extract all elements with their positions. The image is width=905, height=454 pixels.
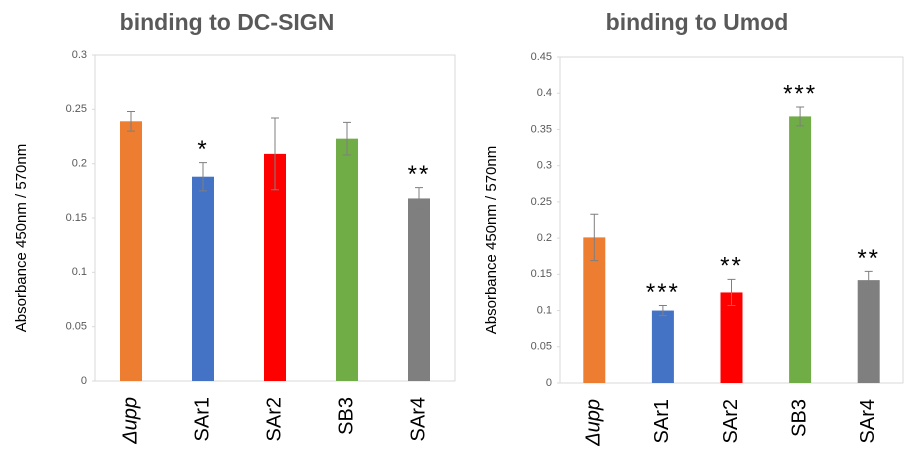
bar: [789, 116, 812, 383]
significance-label: **: [857, 245, 880, 272]
error-bar: [864, 270, 873, 290]
y-tick-label: 0.1: [537, 304, 552, 316]
error-bar: [343, 121, 351, 156]
y-tick-label: 0.15: [531, 268, 552, 280]
bar: [651, 310, 674, 383]
x-tick-label: Δupp: [119, 397, 141, 445]
y-tick-label: 0.4: [537, 87, 552, 99]
error-bar: [415, 187, 423, 210]
y-tick-label: 0.15: [66, 212, 87, 224]
bar: [120, 121, 142, 381]
y-tick-label: 0.45: [531, 51, 552, 63]
significance-label: *: [197, 136, 208, 163]
bar: [857, 280, 880, 383]
x-tick-label: SAr4: [407, 397, 429, 441]
y-tick-label: 0.2: [72, 158, 87, 170]
significance-label: **: [408, 161, 431, 188]
x-tick-label: SAr1: [191, 397, 213, 441]
bar: [408, 198, 430, 381]
bar: [720, 292, 743, 383]
x-tick-label: SAr4: [857, 399, 879, 443]
chart-title: binding to DC-SIGN: [120, 9, 335, 35]
error-bar: [271, 117, 279, 191]
y-axis-label: Absorbance 450nm / 570nm: [483, 146, 500, 334]
x-tick-label: SB3: [335, 397, 357, 435]
y-tick-label: 0.35: [531, 123, 552, 135]
bar: [336, 138, 358, 381]
x-tick-label: Δupp: [583, 399, 605, 447]
error-bar: [127, 111, 135, 132]
error-bar: [590, 213, 599, 262]
y-tick-label: 0: [81, 375, 87, 387]
significance-label: ***: [646, 279, 680, 306]
x-tick-label: SAr2: [263, 397, 285, 441]
significance-label: **: [720, 253, 743, 280]
bar: [583, 237, 606, 383]
y-tick-label: 0.3: [72, 49, 87, 61]
x-tick-label: SAr1: [651, 399, 673, 443]
y-tick-label: 0.05: [531, 341, 552, 353]
bar: [264, 153, 286, 381]
error-bar: [658, 304, 667, 317]
y-tick-label: 0.25: [531, 196, 552, 208]
y-tick-label: 0.05: [66, 321, 87, 333]
y-tick-label: 0.2: [537, 232, 552, 244]
x-tick-label: SAr2: [720, 399, 742, 443]
error-bar: [796, 106, 805, 127]
y-tick-label: 0.3: [537, 160, 552, 172]
chart-title: binding to Umod: [606, 9, 789, 35]
y-axis-label: Absorbance 450nm / 570nm: [13, 144, 30, 332]
y-tick-label: 0.1: [72, 266, 87, 278]
y-tick-label: 0.25: [66, 103, 87, 115]
y-tick-label: 0: [546, 377, 552, 389]
error-bar: [727, 278, 736, 306]
significance-label: ***: [783, 80, 817, 107]
x-tick-label: SB3: [788, 399, 810, 437]
error-bar: [199, 162, 207, 192]
bar: [192, 176, 214, 381]
